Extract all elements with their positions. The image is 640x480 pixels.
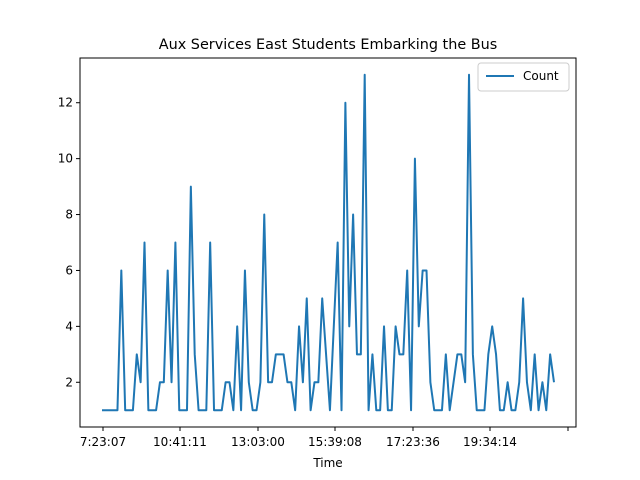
x-tick-label: 7:23:07 [80, 435, 126, 449]
y-tick-label: 12 [58, 96, 73, 110]
x-tick-label: 19:34:14 [463, 435, 517, 449]
y-tick-label: 10 [58, 152, 73, 166]
series-line-count [102, 73, 555, 412]
x-tick-label: 10:41:11 [153, 435, 207, 449]
plot-frame [79, 57, 577, 428]
legend: Count [477, 62, 570, 92]
x-tick-label: 15:39:08 [308, 435, 362, 449]
legend-box [477, 62, 570, 92]
x-tick-label: 17:23:36 [386, 435, 440, 449]
y-axis-ticks: 2 4 6 8 10 12 [58, 96, 80, 389]
y-tick-label: 6 [65, 263, 73, 277]
x-axis-label: Time [312, 456, 342, 470]
y-tick-label: 4 [65, 319, 73, 333]
legend-label-count: Count [523, 69, 559, 83]
series-layer [102, 73, 555, 412]
chart-title: Aux Services East Students Embarking the… [159, 37, 497, 53]
y-tick-label: 2 [65, 375, 73, 389]
y-tick-label: 8 [65, 208, 73, 222]
x-axis-ticks: 7:23:07 10:41:11 13:03:00 15:39:08 17:23:36 1… [80, 427, 569, 449]
x-tick-label: 13:03:00 [231, 435, 285, 449]
